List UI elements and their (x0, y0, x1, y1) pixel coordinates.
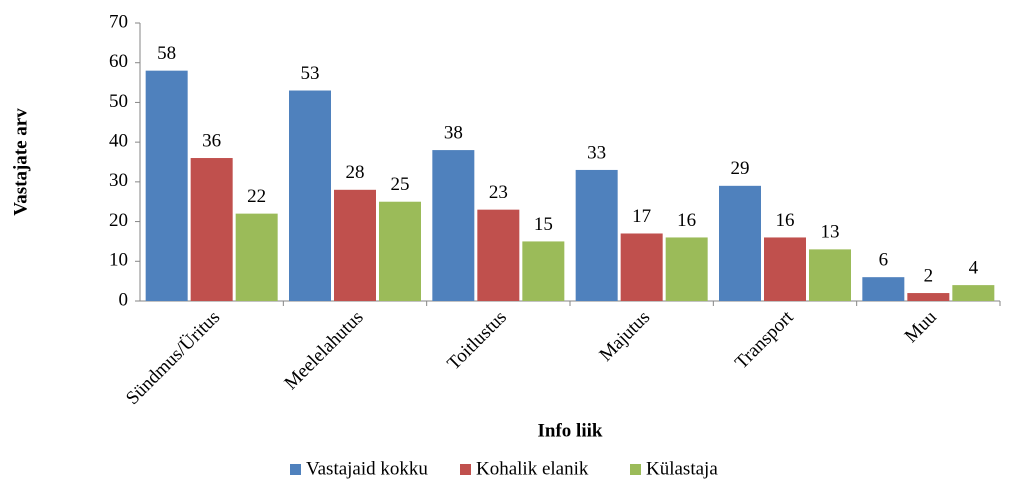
y-tick-label: 20 (109, 210, 128, 231)
y-tick-label: 60 (109, 51, 128, 72)
legend-swatch (290, 464, 301, 475)
x-tick-label: Majutus (595, 307, 654, 366)
value-label: 25 (391, 174, 410, 195)
value-label: 38 (444, 122, 463, 143)
y-tick-label: 10 (109, 250, 128, 271)
y-tick-label: 50 (109, 91, 128, 112)
value-label: 2 (924, 265, 934, 286)
legend-label: Vastajaid kokku (306, 458, 428, 479)
bar (334, 189, 376, 301)
y-axis-title: Vastajate arv (10, 108, 31, 216)
y-tick-label: 30 (109, 170, 128, 191)
bar (432, 150, 475, 301)
value-label: 29 (731, 158, 750, 179)
y-tick-label: 70 (109, 11, 128, 32)
bar (620, 233, 663, 301)
bar (289, 90, 331, 301)
value-label: 17 (632, 206, 651, 227)
bar (764, 237, 806, 301)
value-label: 53 (301, 63, 320, 84)
bar (952, 285, 995, 301)
bar (719, 185, 761, 301)
x-tick-label: Toitlustus (443, 307, 511, 375)
value-label: 4 (969, 257, 979, 278)
value-label: 15 (534, 214, 553, 235)
bar (907, 293, 950, 301)
bar (522, 241, 565, 301)
bar (862, 277, 905, 301)
legend-label: Külastaja (646, 458, 718, 479)
x-tick-label: Meelelahutus (280, 307, 367, 394)
bar (190, 158, 233, 301)
x-tick-label: Transport (731, 306, 798, 373)
value-label: 16 (776, 210, 795, 231)
legend-swatch (630, 464, 641, 475)
value-label: 28 (346, 162, 365, 183)
bar (809, 249, 851, 301)
value-label: 58 (157, 43, 176, 64)
legend-swatch (460, 464, 471, 475)
x-tick-label: Muu (901, 306, 942, 347)
bar (665, 237, 708, 301)
x-tick-label: Sündmus/Üritus (122, 307, 224, 409)
value-label: 16 (677, 210, 696, 231)
y-tick-label: 0 (119, 289, 129, 310)
bar (235, 213, 278, 301)
bar (575, 169, 618, 301)
value-label: 23 (489, 182, 508, 203)
value-label: 22 (247, 186, 266, 207)
value-label: 33 (587, 142, 606, 163)
value-label: 36 (202, 130, 221, 151)
legend-label: Kohalik elanik (476, 458, 589, 479)
x-axis-title: Info liik (538, 420, 603, 441)
value-label: 13 (821, 222, 840, 243)
y-tick-label: 40 (109, 131, 128, 152)
value-label: 6 (879, 250, 889, 271)
bar (145, 70, 188, 302)
bar (379, 201, 421, 301)
bar (477, 209, 520, 301)
